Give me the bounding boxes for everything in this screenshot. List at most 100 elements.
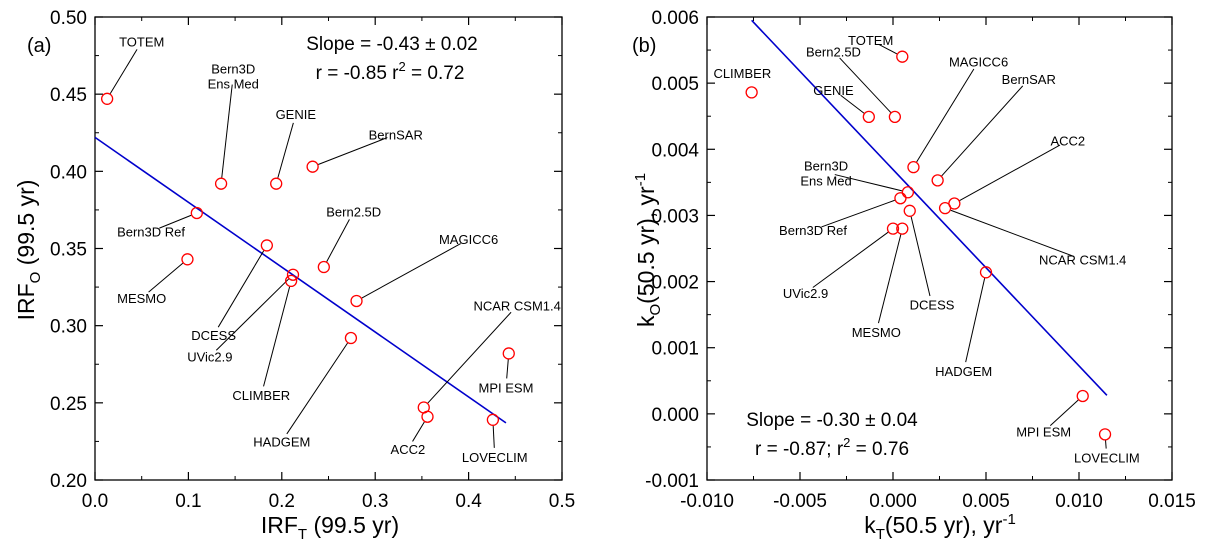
data-point [862, 110, 875, 124]
correlation-stat: r = -0.87; r2 = 0.76 [755, 435, 909, 460]
point-label: CLIMBER [232, 388, 290, 403]
data-point [486, 413, 500, 426]
x-tick-label: 0.000 [869, 491, 917, 512]
leader-line [878, 43, 898, 55]
slope-stat: Slope = -0.30 ± 0.04 [746, 410, 918, 431]
point-label: MESMO [852, 325, 901, 340]
leader-line [492, 425, 495, 448]
data-point [214, 177, 228, 190]
data-point [1076, 389, 1089, 403]
point-label: BernSAR [369, 127, 423, 142]
data-point [888, 110, 902, 124]
x-tick-label: 0.1 [175, 491, 201, 512]
leader-line [326, 219, 350, 262]
leader-line [109, 49, 138, 94]
data-point [894, 192, 907, 205]
point-label: CLIMBER [713, 66, 771, 81]
data-point [896, 50, 909, 63]
point-label: Bern3D Ens Med [800, 158, 851, 188]
y-tick-label: 0.003 [651, 206, 699, 227]
leader-line [318, 137, 388, 165]
data-point [284, 274, 298, 288]
point-label: Bern3D Ens Med [208, 62, 259, 92]
data-point [903, 204, 916, 217]
x-tick-label: 0.010 [1055, 491, 1103, 512]
x-axis-label: IRFT (99.5 yr) [261, 512, 399, 543]
leader-line [834, 174, 903, 192]
point-label: MPI ESM [1016, 425, 1071, 440]
leader-line [950, 209, 1075, 258]
point-label: MPI ESM [479, 380, 534, 395]
leader-line [1049, 399, 1079, 427]
data-point [886, 222, 900, 235]
y-tick-label: 0.45 [50, 85, 87, 106]
chart-panel-b: -0.010 -0.005 0.000 0.005 0.010 0.015 -0.001 0.… [632, 8, 1196, 543]
correlation-stat: r = -0.85 r2 = 0.72 [316, 59, 465, 84]
point-label: LOVECLIM [1074, 451, 1140, 466]
leader-line [877, 234, 902, 324]
leader-line [941, 85, 1024, 177]
leader-line [159, 214, 192, 229]
point-label: GENIE [276, 107, 317, 122]
y-tick-label: 0.005 [651, 74, 699, 95]
data-point [190, 206, 203, 220]
point-label: Bern3D Ref [117, 225, 185, 240]
x-tick-label: 0.4 [455, 491, 482, 512]
leader-line [821, 199, 895, 228]
point-label: Bern3D Ref [779, 223, 847, 238]
x-tick-label: -0.010 [680, 491, 734, 512]
data-point [344, 331, 358, 345]
leader-line [839, 57, 892, 113]
x-tick-label: 0.015 [1148, 491, 1196, 512]
leader-line [412, 421, 425, 442]
y-tick-label: 0.20 [50, 471, 87, 492]
leader-line [277, 122, 294, 179]
point-label: DCESS [910, 298, 955, 313]
data-point [100, 92, 114, 105]
data-point [270, 177, 283, 190]
y-axis-label: IRFO (99.5 yr) [13, 180, 44, 321]
y-tick-label: 0.50 [50, 8, 87, 29]
y-tick-label: -0.001 [645, 471, 699, 492]
x-tick-label: 0.5 [549, 491, 575, 512]
leader-line [506, 359, 509, 379]
point-label: Bern2.5D [326, 204, 381, 219]
leader-line [965, 278, 986, 363]
x-tick-label: 0.3 [362, 491, 388, 512]
y-tick-label: 0.004 [651, 140, 699, 161]
data-point [896, 222, 909, 235]
point-label: MAGICC6 [949, 54, 1008, 69]
x-tick-label: 0.005 [962, 491, 1010, 512]
y-tick-label: 0.000 [651, 405, 699, 426]
x-tick-label: -0.005 [773, 491, 827, 512]
leader-line [263, 286, 291, 387]
point-label: ACC2 [391, 442, 426, 457]
y-tick-label: 0.001 [651, 339, 699, 360]
leader-line [840, 94, 865, 114]
panel-label: (b) [632, 35, 656, 57]
leader-line [221, 84, 233, 178]
leader-line [812, 231, 889, 288]
data-point [502, 347, 515, 360]
data-point [1098, 428, 1112, 441]
point-label: MAGICC6 [439, 232, 498, 247]
data-point [938, 202, 952, 215]
data-point [901, 186, 915, 199]
leader-line [148, 262, 184, 293]
point-label: ACC2 [1050, 134, 1085, 149]
data-point [350, 294, 363, 308]
y-tick-label: 0.30 [50, 317, 87, 338]
y-tick-label: 0.25 [50, 394, 87, 415]
data-point [421, 410, 434, 423]
data-point [260, 239, 274, 252]
point-label: HADGEM [253, 434, 310, 449]
data-point [931, 174, 944, 187]
point-label: NCAR CSM1.4 [1039, 253, 1126, 268]
leader-line [427, 311, 512, 404]
leader-line [910, 216, 931, 297]
point-label: DCESS [191, 328, 236, 343]
leader-line [215, 278, 290, 351]
data-point [181, 253, 194, 266]
chart-panel-a: 0.0 0.1 0.2 0.3 0.4 0.5 0.20 0.25 0.30 0.35 0.40 0.… [13, 8, 575, 543]
